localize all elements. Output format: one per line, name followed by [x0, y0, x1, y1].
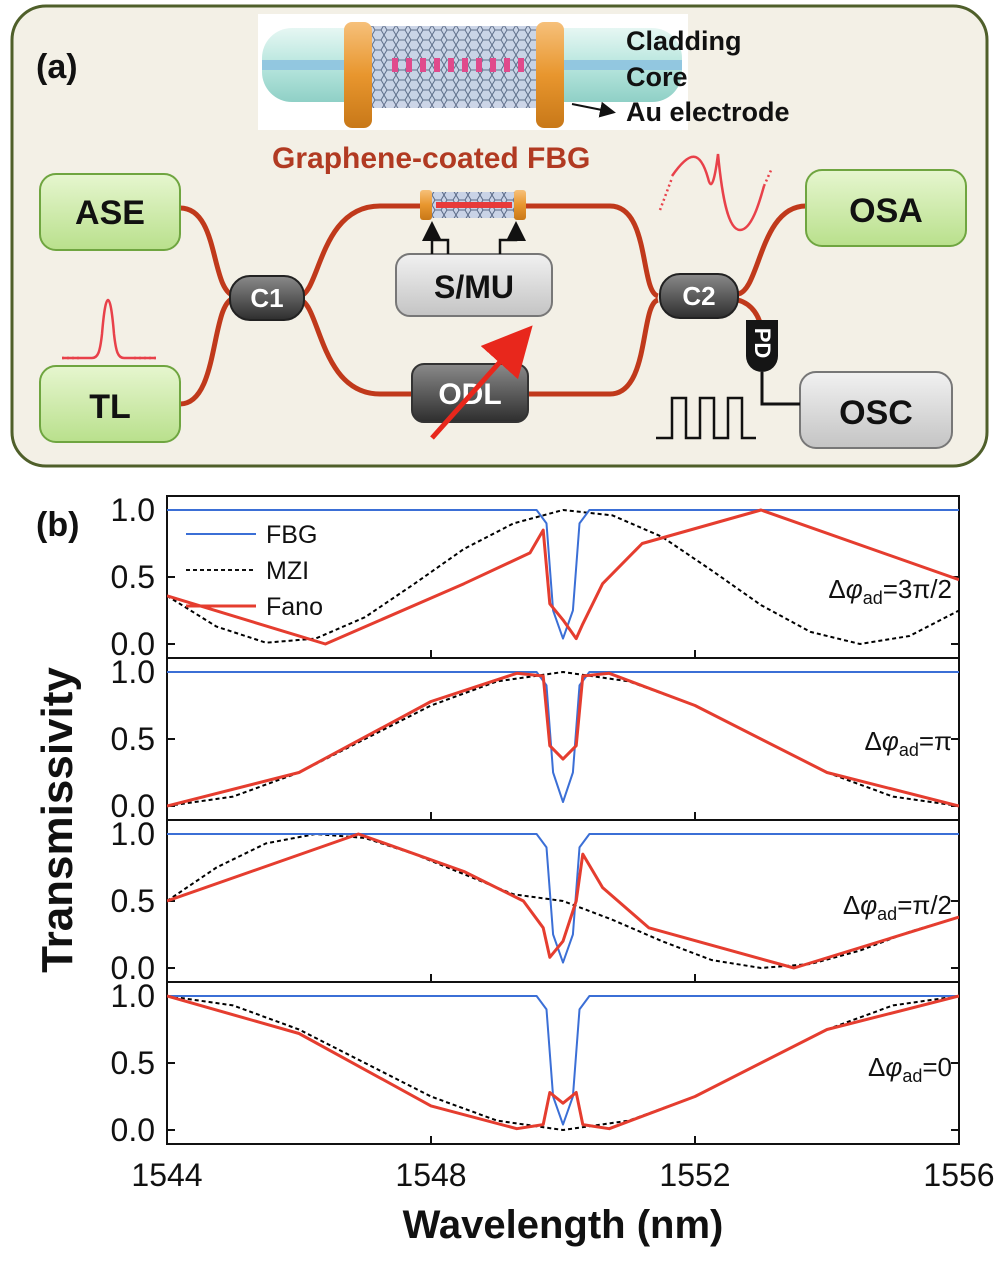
series-fano-4: [167, 994, 959, 1131]
smu-wire-left-b: [432, 238, 450, 254]
photodetector-label: PD: [750, 328, 775, 359]
series-mzi-3: [167, 833, 959, 969]
fano-dots-left: [658, 177, 674, 211]
tuning-arrow: [430, 325, 533, 440]
phase-label-4: Δφad=0: [868, 1052, 952, 1086]
series-fano-3: [167, 832, 959, 970]
plot-layer: 0.00.51.00.00.51.00.00.51.00.00.51.01544…: [111, 492, 995, 1193]
panel-b-label: (b): [36, 506, 79, 544]
fiber-illustration: [258, 14, 688, 130]
x-axis-label: Wavelength (nm): [403, 1203, 724, 1247]
photodetector: [746, 320, 778, 372]
osa-label: OSA: [849, 192, 923, 230]
fiber-lower-arm: [298, 297, 660, 397]
fbg-caption: Graphene-coated FBG: [272, 142, 590, 175]
series-mzi-1: [167, 509, 959, 645]
fbg-device-icon: [420, 190, 526, 220]
osa-box: [805, 169, 967, 247]
smu-wire-right: [498, 221, 526, 254]
panel-b: (b) Transmissivity Wavelength (nm) 0.00.…: [33, 492, 995, 1247]
au-electrode-right: [536, 22, 564, 128]
phase-label-3: Δφad=π/2: [843, 890, 952, 924]
panel-a-label: (a): [36, 48, 78, 86]
series-fano-1: [167, 508, 959, 646]
electrode-pointer-arrow: [571, 101, 616, 118]
series-mzi-2: [167, 671, 959, 807]
smu-label: S/MU: [434, 269, 514, 305]
y-tick-label: 1.0: [111, 978, 155, 1014]
fiber-c2-osa: [736, 203, 807, 297]
subplot-4: 0.0 0.5 1.0 1544 1548 1552 1556: [111, 978, 995, 1193]
grating-lines: [392, 58, 524, 72]
y-tick-label: 0.0: [111, 626, 155, 662]
y-axis-label: Transmissivity: [33, 667, 82, 973]
subplot-frame-4: [166, 981, 960, 1145]
coupler-c2-label: C2: [682, 281, 715, 311]
osc-box: [799, 371, 953, 449]
fano-dots-right: [762, 167, 774, 187]
series-fbg-3: [167, 833, 959, 964]
tl-spectrum-icon: [62, 298, 156, 360]
phase-label-1: Δφad=3π/2: [828, 574, 952, 608]
fiber-ase-c1: [179, 205, 236, 299]
y-tick-label: 0.5: [111, 721, 155, 757]
legend-mzi-label: MZI: [266, 557, 309, 585]
legend: FBG MZI Fano: [186, 521, 323, 621]
au-electrode-left: [344, 22, 372, 128]
y-tick-label: 0.0: [111, 788, 155, 824]
panel-a-background: [10, 4, 989, 468]
y-tick-label: 1.0: [111, 654, 155, 690]
series-fbg-2: [167, 671, 959, 803]
subplot-3: 0.0 0.5 1.0: [111, 816, 960, 986]
tl-label: TL: [89, 388, 131, 426]
y-tick-label: 0.5: [111, 883, 155, 919]
x-tick-label: 1548: [395, 1157, 466, 1193]
panel-a: (a) Cladding Core Au electrode Graphene-…: [10, 4, 989, 468]
legend-fano-label: Fano: [266, 593, 323, 621]
x-tick-label: 1544: [131, 1157, 202, 1193]
series-fbg-4: [167, 995, 959, 1126]
electrode-label: Au electrode: [626, 97, 790, 127]
cladding-label: Cladding: [626, 26, 742, 56]
core-label: Core: [626, 62, 688, 92]
y-tick-label: 0.5: [111, 559, 155, 595]
ase-box: [39, 173, 181, 251]
y-tick-label: 0.0: [111, 1112, 155, 1148]
square-wave-icon: [656, 396, 756, 440]
coupler-c2: [659, 273, 739, 319]
y-tick-label: 1.0: [111, 816, 155, 852]
y-tick-label: 0.5: [111, 1045, 155, 1081]
coupler-c1: [229, 275, 305, 321]
osc-label: OSC: [839, 394, 913, 432]
subplot-frame-2: [166, 657, 960, 821]
series-fano-2: [167, 671, 959, 808]
series-fbg-1: [167, 509, 959, 640]
subplot-2: 0.0 0.5 1.0: [111, 654, 960, 824]
fiber-tl-c1: [179, 295, 236, 407]
x-tick-label: 1552: [659, 1157, 730, 1193]
x-tick-label: 1556: [923, 1157, 994, 1193]
y-tick-label: 1.0: [111, 492, 155, 528]
fano-spectrum-icon: [670, 153, 766, 232]
ase-label: ASE: [75, 194, 145, 232]
series-mzi-4: [167, 995, 959, 1131]
smu-box: [395, 253, 553, 317]
pd-osc-cable: [760, 372, 800, 406]
tl-box: [39, 365, 181, 443]
coupler-c1-label: C1: [250, 283, 283, 313]
legend-fbg-label: FBG: [266, 521, 317, 549]
phase-label-2: Δφad=π: [864, 726, 952, 760]
y-tick-label: 0.0: [111, 950, 155, 986]
